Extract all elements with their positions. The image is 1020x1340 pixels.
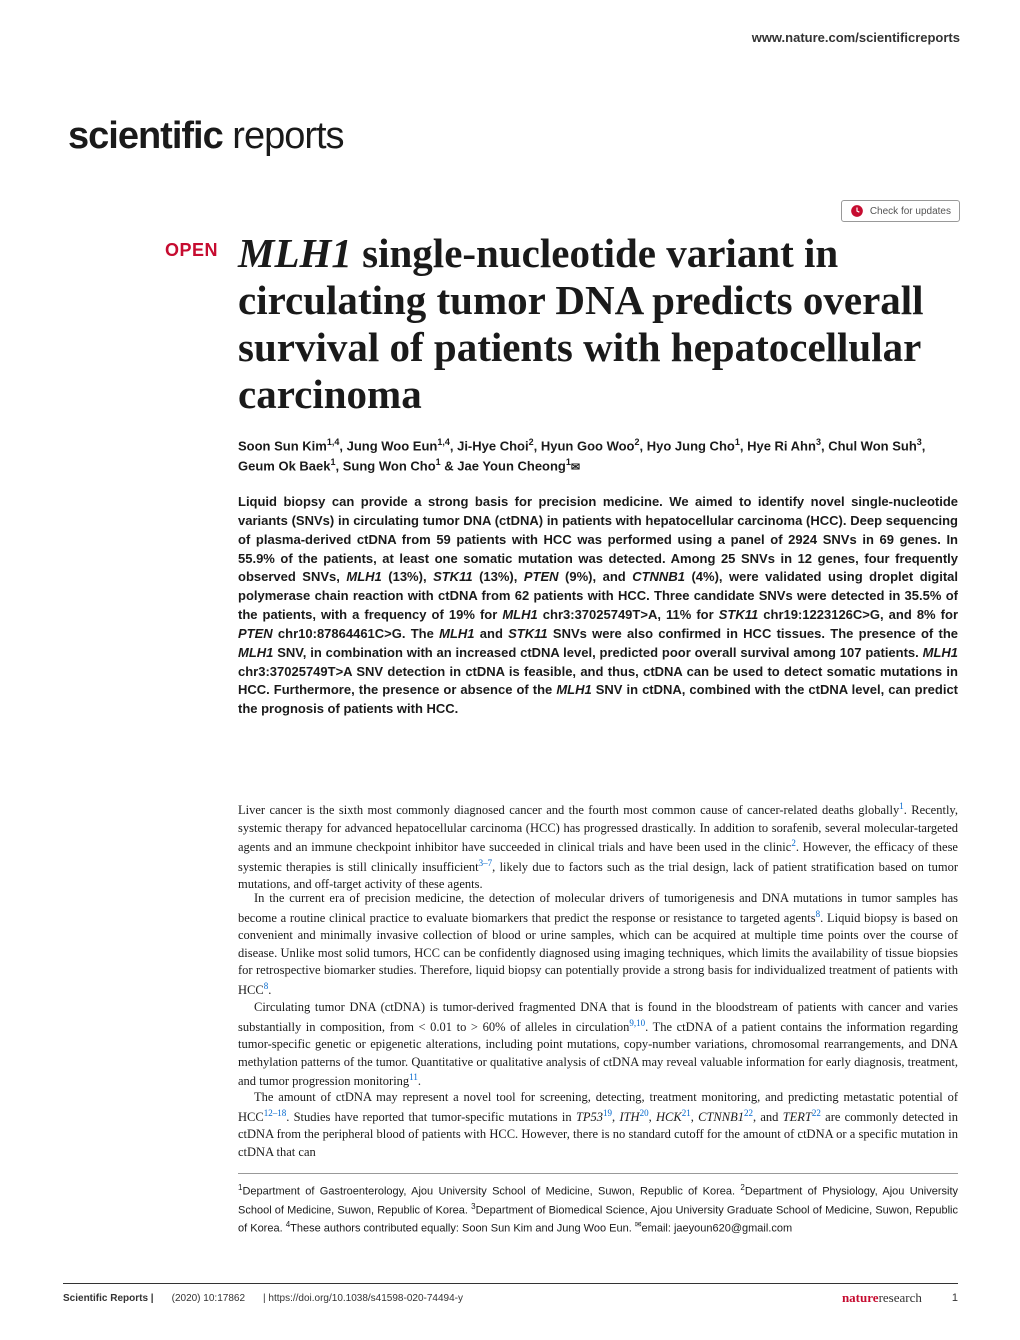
article-title: MLH1 single-nucleotide variant in circul… <box>238 230 958 419</box>
nature-logo-left: nature <box>842 1290 879 1305</box>
journal-logo-bold: scientific <box>68 115 223 157</box>
open-access-badge: OPEN <box>165 240 218 261</box>
page-footer: Scientific Reports | (2020) 10:17862 | h… <box>63 1290 958 1306</box>
footer-journal: Scientific Reports | <box>63 1293 154 1304</box>
author-list: Soon Sun Kim1,4, Jung Woo Eun1,4, Ji-Hye… <box>238 436 958 476</box>
journal-logo-light: reports <box>223 115 344 157</box>
footer-right: natureresearch 1 <box>842 1290 958 1306</box>
check-updates-icon <box>850 204 864 218</box>
nature-research-logo: natureresearch <box>842 1290 922 1306</box>
check-updates-label: Check for updates <box>870 206 951 217</box>
body-paragraph-3: Circulating tumor DNA (ctDNA) is tumor-d… <box>238 999 958 1091</box>
affiliation-divider <box>238 1173 958 1174</box>
header-url: www.nature.com/scientificreports <box>752 30 960 45</box>
nature-logo-right: research <box>879 1290 922 1305</box>
page-number: 1 <box>952 1292 958 1304</box>
footer-divider <box>63 1283 958 1284</box>
footer-left: Scientific Reports | (2020) 10:17862 | h… <box>63 1293 463 1304</box>
body-paragraph-4: The amount of ctDNA may represent a nove… <box>238 1089 958 1161</box>
affiliations: 1Department of Gastroenterology, Ajou Un… <box>238 1182 958 1238</box>
check-updates-badge[interactable]: Check for updates <box>841 200 960 222</box>
title-gene-name: MLH1 <box>238 230 352 276</box>
journal-logo: scientific reports <box>68 115 344 158</box>
footer-citation: (2020) 10:17862 <box>172 1293 245 1304</box>
body-paragraph-1: Liver cancer is the sixth most commonly … <box>238 800 958 894</box>
footer-doi: | https://doi.org/10.1038/s41598-020-744… <box>263 1293 463 1304</box>
abstract: Liquid biopsy can provide a strong basis… <box>238 493 958 719</box>
body-paragraph-2: In the current era of precision medicine… <box>238 890 958 999</box>
